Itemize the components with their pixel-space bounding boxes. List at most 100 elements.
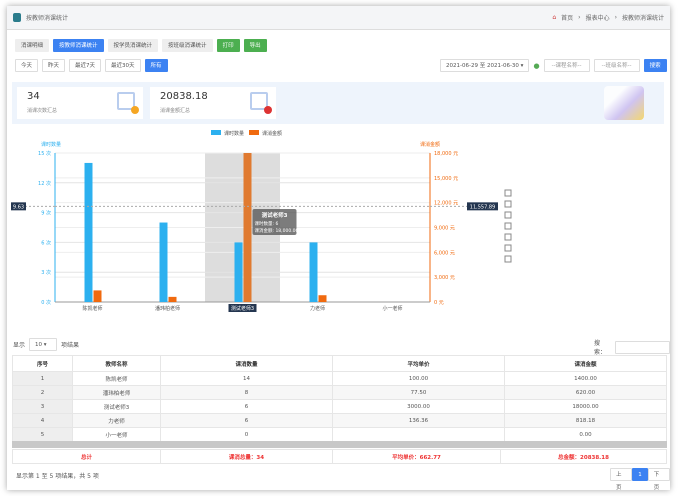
- bar-amount: [168, 296, 177, 302]
- range-today[interactable]: 今天: [15, 59, 39, 72]
- category-label: 陈凯老师: [82, 305, 102, 312]
- table-cell: 8: [160, 385, 333, 400]
- footer-count: 课消总量：34: [160, 449, 333, 464]
- illustration-icon: [604, 86, 644, 120]
- table-cell: 潘玮柏老师: [72, 385, 161, 400]
- left-tick-label: 3 次: [41, 269, 51, 276]
- show-label: 显示: [13, 342, 26, 349]
- stat-amount-label: 消课金额汇总: [160, 108, 191, 114]
- table-cell: 0.00: [504, 427, 667, 442]
- right-tick-label: 15,000 元: [434, 176, 458, 182]
- table-row: 1 陈凯老师 14 100.00 1400.00: [12, 371, 667, 386]
- category-label: 潘玮柏老师: [155, 305, 180, 312]
- left-tick-label: 15 次: [38, 150, 51, 157]
- legend-label: 课消金额: [262, 130, 282, 137]
- stat-count-label: 消课次数汇总: [27, 108, 58, 114]
- restore-icon[interactable]: [504, 244, 512, 252]
- date-range-input[interactable]: 2021-06-29 至 2021-06-30 ▾: [440, 59, 530, 72]
- table-cell: 818.18: [504, 413, 667, 428]
- class-select[interactable]: --班级名称--: [593, 59, 640, 72]
- tiled-icon[interactable]: [504, 233, 512, 241]
- database-icon: [13, 13, 21, 22]
- column-header[interactable]: 教师名称: [72, 355, 161, 372]
- left-axis-title: 课时数量: [41, 141, 61, 148]
- column-header[interactable]: 平均单价: [332, 355, 505, 372]
- course-select[interactable]: --课程名称--: [543, 59, 590, 72]
- right-tick-label: 9,000 元: [434, 226, 455, 232]
- table-cell: 小一老师: [72, 427, 161, 442]
- right-tick-label: 3,000 元: [434, 275, 455, 281]
- stat-count-value: 34: [27, 91, 40, 102]
- pointer-left-value: 9.63: [13, 204, 24, 210]
- results-label: 项结果: [61, 342, 80, 349]
- pointer-left-bg: [11, 202, 26, 211]
- footer-avg: 平均单价：662.77: [332, 449, 501, 464]
- table-cell: 100.00: [332, 371, 505, 386]
- date-range-value: 2021-06-29 至 2021-06-30: [446, 63, 519, 69]
- table-cell: 3: [12, 399, 73, 414]
- breadcrumb: ⌂ 首页 › 报表中心 › 按教师消课统计: [552, 14, 664, 22]
- pointer-right-value: 11,557.89: [470, 204, 495, 210]
- download-icon[interactable]: [504, 255, 512, 263]
- calendar-icon: [117, 92, 139, 114]
- table-cell: 1: [12, 371, 73, 386]
- table-cell: 4: [12, 413, 73, 428]
- calendar-icon: [250, 92, 272, 114]
- legend-swatch: [249, 130, 259, 135]
- table-row: 4 力老师 6 136.36 818.18: [12, 413, 667, 428]
- category-pointer-label-bg: [228, 304, 257, 312]
- tab-detail[interactable]: 消课明细: [15, 39, 50, 52]
- export-button[interactable]: 导出: [243, 39, 267, 52]
- tooltip-line: 课消金额: 18,000.00: [255, 227, 299, 234]
- breadcrumb-reports[interactable]: 报表中心: [585, 15, 610, 22]
- column-header[interactable]: 课消数量: [160, 355, 333, 372]
- pointer-right-bg: [467, 202, 498, 211]
- page-length-select[interactable]: 10 ▾: [29, 338, 58, 351]
- bar-amount: [318, 295, 327, 302]
- window: 按教师消课统计 ⌂ 首页 › 报表中心 › 按教师消课统计 消课明细 按教师消课统计…: [7, 6, 670, 491]
- stats-panel: 34 消课次数汇总 20838.18 消课金额汇总: [12, 82, 664, 124]
- title-bar: 按教师消课统计 ⌂ 首页 › 报表中心 › 按教师消课统计: [7, 6, 670, 30]
- column-header[interactable]: 课消金额: [504, 355, 667, 372]
- stack-icon[interactable]: [504, 222, 512, 230]
- table-cell: 2: [12, 385, 73, 400]
- right-axis-title: 课消金额: [420, 141, 440, 148]
- bar-amount: [93, 290, 102, 302]
- table-cell: 620.00: [504, 385, 667, 400]
- prev-page-button[interactable]: 上页: [610, 468, 633, 491]
- range-7days[interactable]: 最近7天: [69, 59, 102, 72]
- tooltip-title: 测试老师3: [262, 211, 288, 219]
- left-tick-label: 0 次: [41, 299, 51, 306]
- table-cell: 1400.00: [504, 371, 667, 386]
- next-page-button[interactable]: 下页: [647, 468, 670, 491]
- tab-by-teacher[interactable]: 按教师消课统计: [53, 39, 104, 52]
- range-all[interactable]: 所有: [144, 59, 168, 72]
- breadcrumb-home[interactable]: 首页: [561, 15, 574, 22]
- range-30days[interactable]: 最近30天: [105, 59, 141, 72]
- right-tick-label: 12,000 元: [434, 201, 458, 207]
- data-view-icon[interactable]: [504, 189, 512, 197]
- home-icon: ⌂: [552, 14, 557, 21]
- search-label: 搜索：: [594, 340, 607, 356]
- tab-by-student[interactable]: 按学员消课统计: [107, 39, 159, 52]
- horizontal-scrollbar[interactable]: [12, 441, 667, 448]
- range-yesterday[interactable]: 昨天: [42, 59, 66, 72]
- category-label: 测试老师3: [231, 305, 254, 312]
- search-button[interactable]: 搜索: [643, 59, 667, 72]
- bar-chart-icon[interactable]: [504, 211, 512, 219]
- print-button[interactable]: 打印: [216, 39, 240, 52]
- column-header[interactable]: 序号: [12, 355, 73, 372]
- table-cell: 0: [160, 427, 333, 442]
- left-tick-label: 12 次: [38, 180, 51, 187]
- table-cell: 3000.00: [332, 399, 505, 414]
- bar-amount: [243, 153, 252, 302]
- bar-lesson-count: [234, 242, 243, 302]
- table-search-input[interactable]: [615, 340, 670, 354]
- page-1-button[interactable]: 1: [632, 468, 648, 481]
- line-chart-icon[interactable]: [504, 200, 512, 208]
- tab-by-class[interactable]: 按班级消课统计: [162, 39, 213, 52]
- bar-lesson-count: [159, 222, 168, 302]
- footer-amount: 总金额：20838.18: [500, 449, 667, 464]
- category-label: 小一老师: [382, 305, 402, 312]
- table-row: 3 测试老师3 6 3000.00 18000.00: [12, 399, 667, 414]
